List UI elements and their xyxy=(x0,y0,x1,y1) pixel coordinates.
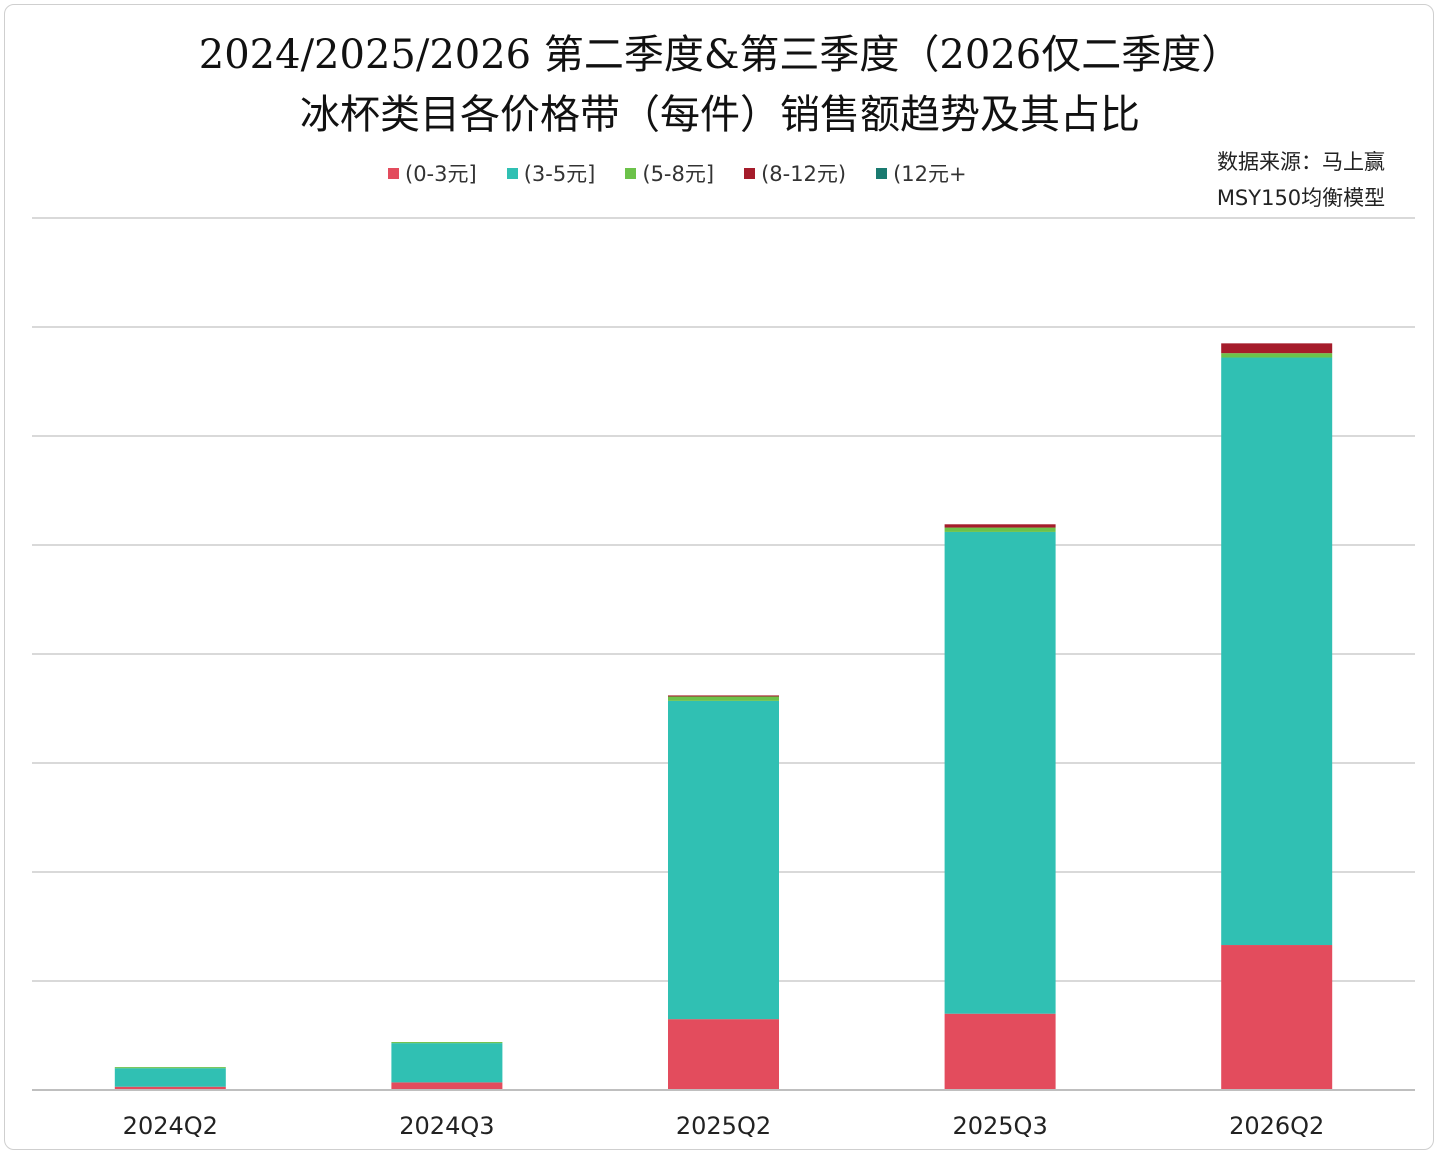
bar-segment xyxy=(944,531,1056,1014)
bar-segment xyxy=(114,1068,226,1087)
legend-swatch xyxy=(506,167,518,179)
legend-label: (12元+ xyxy=(893,162,967,186)
legend-item: (12元+ xyxy=(876,158,967,188)
bar-segment xyxy=(668,696,779,701)
data-source-label: 数据来源：马上赢 xyxy=(1217,150,1385,174)
chart-title-line1: 2024/2025/2026 第二季度&第三季度（2026仅二季度） xyxy=(198,32,1242,78)
legend-swatch xyxy=(625,167,637,179)
bar-segment xyxy=(668,1019,779,1090)
bar-segment xyxy=(944,527,1056,532)
legend-swatch xyxy=(388,167,399,179)
legend-label: (0-3元] xyxy=(405,162,477,186)
legend-item: (3-5元] xyxy=(506,158,596,188)
x-tick-label: 2024Q3 xyxy=(399,1112,494,1140)
chart-title-line2: 冰杯类目各价格带（每件）销售额趋势及其占比 xyxy=(300,92,1140,138)
legend-swatch xyxy=(744,167,756,179)
legend-label: (3-5元] xyxy=(523,162,596,186)
legend-item: (5-8元] xyxy=(625,158,714,188)
legend-swatch xyxy=(876,167,888,179)
bar-segment xyxy=(114,1086,226,1090)
bar-segment xyxy=(1221,945,1333,1090)
bar-segment xyxy=(1221,343,1333,354)
bar-segment xyxy=(1221,353,1333,358)
bar-segment xyxy=(391,1042,503,1044)
bar-segment xyxy=(668,695,779,697)
bar-segment xyxy=(668,700,779,1020)
bar-segment xyxy=(1221,357,1333,946)
bar-segment xyxy=(114,1067,226,1069)
legend-item: (8-12元) xyxy=(744,158,846,188)
chart-legend: (0-3元] (3-5元] (5-8元] (8-12元) (12元+ xyxy=(388,158,997,188)
data-model-label: MSY150均衡模型 xyxy=(1216,186,1386,210)
legend-label: (8-12元) xyxy=(761,162,847,186)
bars xyxy=(114,343,1333,1090)
x-tick-label: 2025Q2 xyxy=(676,1112,771,1140)
x-axis: 2024Q2 2024Q3 2025Q2 2025Q3 2026Q2 xyxy=(32,1089,1415,1140)
x-tick-label: 2025Q3 xyxy=(952,1112,1047,1140)
bar-segment xyxy=(944,1013,1056,1090)
x-tick-label: 2024Q2 xyxy=(123,1112,218,1140)
legend-item: (0-3元] xyxy=(388,158,477,188)
legend-label: (5-8元] xyxy=(642,162,715,186)
bar-segment xyxy=(944,524,1056,528)
bar-segment xyxy=(391,1043,503,1083)
x-tick-label: 2026Q2 xyxy=(1229,1112,1324,1140)
bar-segment xyxy=(391,1082,503,1090)
